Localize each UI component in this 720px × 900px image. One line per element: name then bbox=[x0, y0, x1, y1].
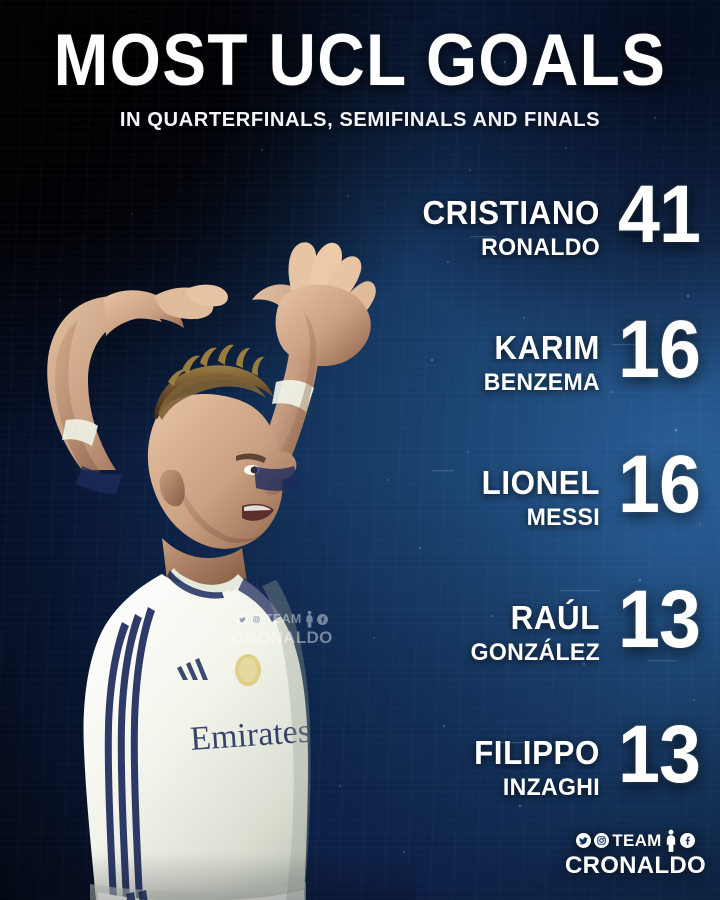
instagram-icon[interactable] bbox=[594, 833, 610, 848]
ranking-row: LIONEL MESSI 16 bbox=[370, 444, 720, 601]
poster-subtitle: IN QUARTERFINALS, SEMIFINALS AND FINALS bbox=[119, 108, 601, 132]
player-goal-count: 16 bbox=[618, 304, 701, 395]
twitter-icon bbox=[237, 613, 248, 625]
ranking-row: CRISTIANO RONALDO 41 bbox=[370, 174, 720, 331]
player-last-name: BENZEMA bbox=[483, 369, 600, 396]
player-last-name: RONALDO bbox=[481, 234, 600, 261]
brand-word-team: TEAM bbox=[612, 831, 662, 850]
poster-header: MOST UCL GOALS IN QUARTERFINALS, SEMIFIN… bbox=[0, 20, 720, 132]
watermark-word-team: TEAM bbox=[265, 611, 302, 626]
watermark-logo-top-line: TEAM bbox=[237, 610, 328, 628]
instagram-icon bbox=[251, 613, 262, 625]
player-name-block: FILIPPO INZAGHI bbox=[370, 736, 600, 800]
player-last-name: MESSI bbox=[526, 504, 600, 531]
player-goal-count: 13 bbox=[618, 709, 701, 800]
player-last-name: INZAGHI bbox=[502, 774, 600, 801]
player-goal-count: 13 bbox=[618, 574, 701, 665]
player-first-name: RAÚL bbox=[510, 599, 600, 636]
player-first-name: KARIM bbox=[494, 329, 600, 366]
player-silhouette-icon bbox=[305, 610, 313, 628]
player-first-name: LIONEL bbox=[481, 464, 600, 501]
watermark-word-cronaldo: CRONALDO bbox=[232, 628, 333, 647]
player-photo-cristiano-ronaldo: Emirates 7 bbox=[0, 170, 416, 900]
player-first-name: CRISTIANO bbox=[422, 194, 600, 231]
ranking-row: KARIM BENZEMA 16 bbox=[370, 309, 720, 466]
player-goal-count: 16 bbox=[618, 439, 701, 530]
svg-text:Emirates: Emirates bbox=[189, 713, 312, 758]
ranking-row: FILIPPO INZAGHI 13 bbox=[370, 714, 720, 871]
player-first-name: FILIPPO bbox=[474, 734, 600, 771]
ranking-list: CRISTIANO RONALDO 41 KARIM BENZEMA 16 LI… bbox=[370, 174, 720, 871]
brand-logo-top-line: TEAM bbox=[576, 828, 695, 853]
facebook-icon[interactable] bbox=[679, 833, 695, 848]
player-name-block: KARIM BENZEMA bbox=[370, 331, 600, 395]
watermark-logo: TEAM CRONALDO bbox=[232, 610, 333, 646]
player-name-block: CRISTIANO RONALDO bbox=[370, 196, 600, 260]
player-last-name: GONZÁLEZ bbox=[470, 639, 600, 666]
brand-word-cronaldo: CRONALDO bbox=[564, 852, 706, 879]
ranking-row: RAÚL GONZÁLEZ 13 bbox=[370, 579, 720, 736]
player-name-block: LIONEL MESSI bbox=[370, 466, 600, 530]
player-name-block: RAÚL GONZÁLEZ bbox=[370, 601, 600, 665]
poster-title: MOST UCL GOALS bbox=[53, 20, 667, 101]
player-goal-count: 41 bbox=[618, 169, 701, 260]
player-silhouette-icon bbox=[666, 829, 675, 852]
brand-logo[interactable]: TEAM CRONALDO bbox=[565, 828, 706, 878]
twitter-icon[interactable] bbox=[576, 833, 592, 848]
facebook-icon bbox=[316, 613, 328, 625]
